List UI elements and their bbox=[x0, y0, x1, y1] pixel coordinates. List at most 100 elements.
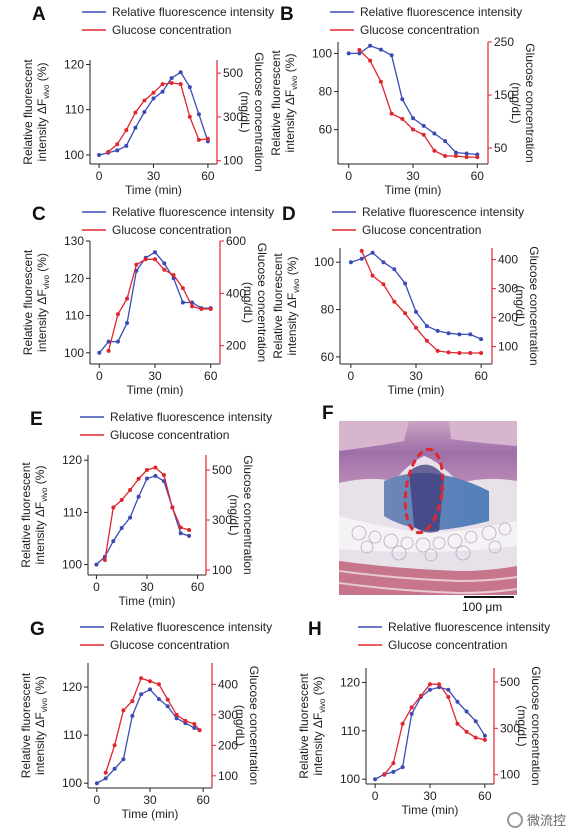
y2-tick-label: 100 bbox=[212, 563, 232, 577]
fluorescence-point bbox=[400, 765, 405, 770]
y2-tick-label: 100 bbox=[223, 154, 243, 168]
glucose-point bbox=[197, 728, 202, 733]
y-tick-label: 120 bbox=[64, 271, 84, 285]
chart-panel-e: E Relative fluorescence intensity Glucose … bbox=[10, 405, 293, 615]
x-tick-label: 0 bbox=[348, 369, 355, 383]
x-axis-label: Time (min) bbox=[402, 803, 459, 817]
glucose-point bbox=[475, 155, 480, 160]
glucose-point bbox=[115, 142, 120, 147]
y-axis-label-subscript: vivo bbox=[40, 697, 49, 712]
glucose-point bbox=[134, 262, 139, 267]
legend-label-glucose: Glucose concentration bbox=[110, 428, 229, 442]
fluorescence-point bbox=[346, 51, 351, 56]
glucose-point bbox=[443, 154, 448, 158]
glucose-point bbox=[102, 558, 107, 562]
chart-svg: C Relative fluorescence intensity Glucose … bbox=[21, 204, 274, 397]
histology-image bbox=[339, 421, 517, 595]
x-tick-label: 0 bbox=[96, 169, 103, 183]
fluorescence-line bbox=[98, 71, 209, 156]
legend-label-fluorescence: Relative fluorescence intensity bbox=[112, 205, 274, 219]
fluorescence-point bbox=[373, 777, 378, 782]
fluorescence-point bbox=[411, 116, 415, 121]
panel-letter: C bbox=[32, 204, 46, 225]
glucose-point bbox=[142, 98, 147, 103]
y-axis-label: Relative fluorescent intensity ΔFvivo (%) bbox=[271, 253, 301, 359]
glucose-point bbox=[479, 351, 484, 355]
y2-tick-label: 400 bbox=[218, 677, 238, 691]
y-tick-label: 100 bbox=[64, 346, 84, 360]
fluorescence-point bbox=[432, 131, 437, 136]
fluorescence-point bbox=[455, 699, 460, 704]
glucose-point bbox=[464, 729, 469, 734]
fluorescence-point bbox=[400, 97, 405, 102]
glucose-point bbox=[446, 350, 451, 355]
glucose-point bbox=[162, 267, 167, 272]
fluorescence-point bbox=[111, 539, 116, 544]
glucose-point bbox=[187, 114, 192, 119]
fluorescence-point bbox=[106, 339, 111, 344]
glucose-point bbox=[378, 79, 383, 84]
y-tick-label: 80 bbox=[321, 303, 335, 317]
fluorescence-point bbox=[112, 766, 117, 771]
glucose-point bbox=[368, 58, 373, 63]
glucose-point bbox=[178, 525, 183, 530]
glucose-point bbox=[482, 737, 487, 742]
y2-tick-label: 300 bbox=[212, 513, 232, 527]
x-tick-label: 0 bbox=[345, 169, 352, 183]
y2-tick-label: 500 bbox=[500, 675, 520, 689]
y2-axis-label-line2: (mg/dL) bbox=[227, 494, 241, 535]
fluorescence-point bbox=[482, 733, 487, 738]
fluorescence-point bbox=[145, 476, 149, 481]
scale-bar bbox=[464, 596, 514, 598]
fluorescence-point bbox=[121, 757, 126, 762]
y-axis-label-unit: (%) bbox=[283, 54, 297, 76]
y2-axis-label: Glucose concentration(mg/dL) bbox=[515, 666, 543, 785]
glucose-point bbox=[130, 699, 135, 704]
x-axis-label: Time (min) bbox=[388, 383, 445, 397]
legend-label-fluorescence: Relative fluorescence intensity bbox=[112, 5, 274, 19]
wechat-logo-icon bbox=[506, 811, 523, 828]
y-axis-label: Relative fluorescent intensity ΔFvivo (%) bbox=[21, 249, 51, 355]
glucose-point bbox=[111, 505, 116, 510]
glucose-line bbox=[107, 82, 208, 153]
y-axis-label-line2: intensity ΔFvivo (%) bbox=[35, 253, 51, 352]
y2-tick-label: 200 bbox=[218, 738, 238, 752]
x-axis-label: Time (min) bbox=[127, 383, 184, 397]
chart-panel-d: D Relative fluorescence intensity Glucose … bbox=[271, 200, 576, 410]
fluorescence-point bbox=[389, 53, 394, 58]
y-axis-label-subscript: vivo bbox=[42, 84, 51, 99]
legend-label-fluorescence: Relative fluorescence intensity bbox=[110, 620, 272, 634]
glucose-point bbox=[180, 286, 185, 291]
y-axis-label-unit: (%) bbox=[35, 63, 49, 85]
panel-letter: A bbox=[32, 4, 46, 25]
x-tick-label: 60 bbox=[478, 789, 492, 803]
panel-letter: B bbox=[280, 4, 294, 25]
glucose-point bbox=[156, 682, 161, 687]
y2-tick-label: 600 bbox=[226, 234, 246, 248]
glucose-line bbox=[104, 466, 190, 561]
x-axis-label: Time (min) bbox=[119, 594, 176, 608]
y2-tick-label: 300 bbox=[500, 721, 520, 735]
glucose-line bbox=[358, 49, 478, 158]
glucose-point bbox=[382, 772, 387, 777]
y2-axis-label: Glucose concentration(mg/dL) bbox=[509, 43, 537, 162]
glucose-point bbox=[124, 128, 129, 133]
fluorescence-point bbox=[178, 531, 183, 536]
glucose-point bbox=[103, 770, 108, 775]
glucose-point bbox=[468, 351, 473, 355]
fluorescence-point bbox=[130, 713, 135, 718]
panel-letter: D bbox=[282, 204, 296, 225]
y-tick-label: 60 bbox=[319, 123, 333, 137]
glucose-point bbox=[153, 465, 158, 470]
glucose-point bbox=[133, 110, 138, 115]
y2-tick-label: 100 bbox=[498, 340, 518, 354]
glucose-point bbox=[121, 708, 126, 713]
fluorescence-point bbox=[370, 250, 375, 255]
fluorescence-point bbox=[128, 515, 133, 520]
y2-axis-label: Glucose concentration(mg/dL) bbox=[513, 246, 541, 365]
x-tick-label: 60 bbox=[474, 369, 488, 383]
glucose-point bbox=[421, 132, 426, 137]
legend-label-fluorescence: Relative fluorescence intensity bbox=[362, 205, 524, 219]
y-axis-label-line1: Relative fluorescent bbox=[21, 249, 35, 355]
glucose-point bbox=[418, 693, 423, 698]
